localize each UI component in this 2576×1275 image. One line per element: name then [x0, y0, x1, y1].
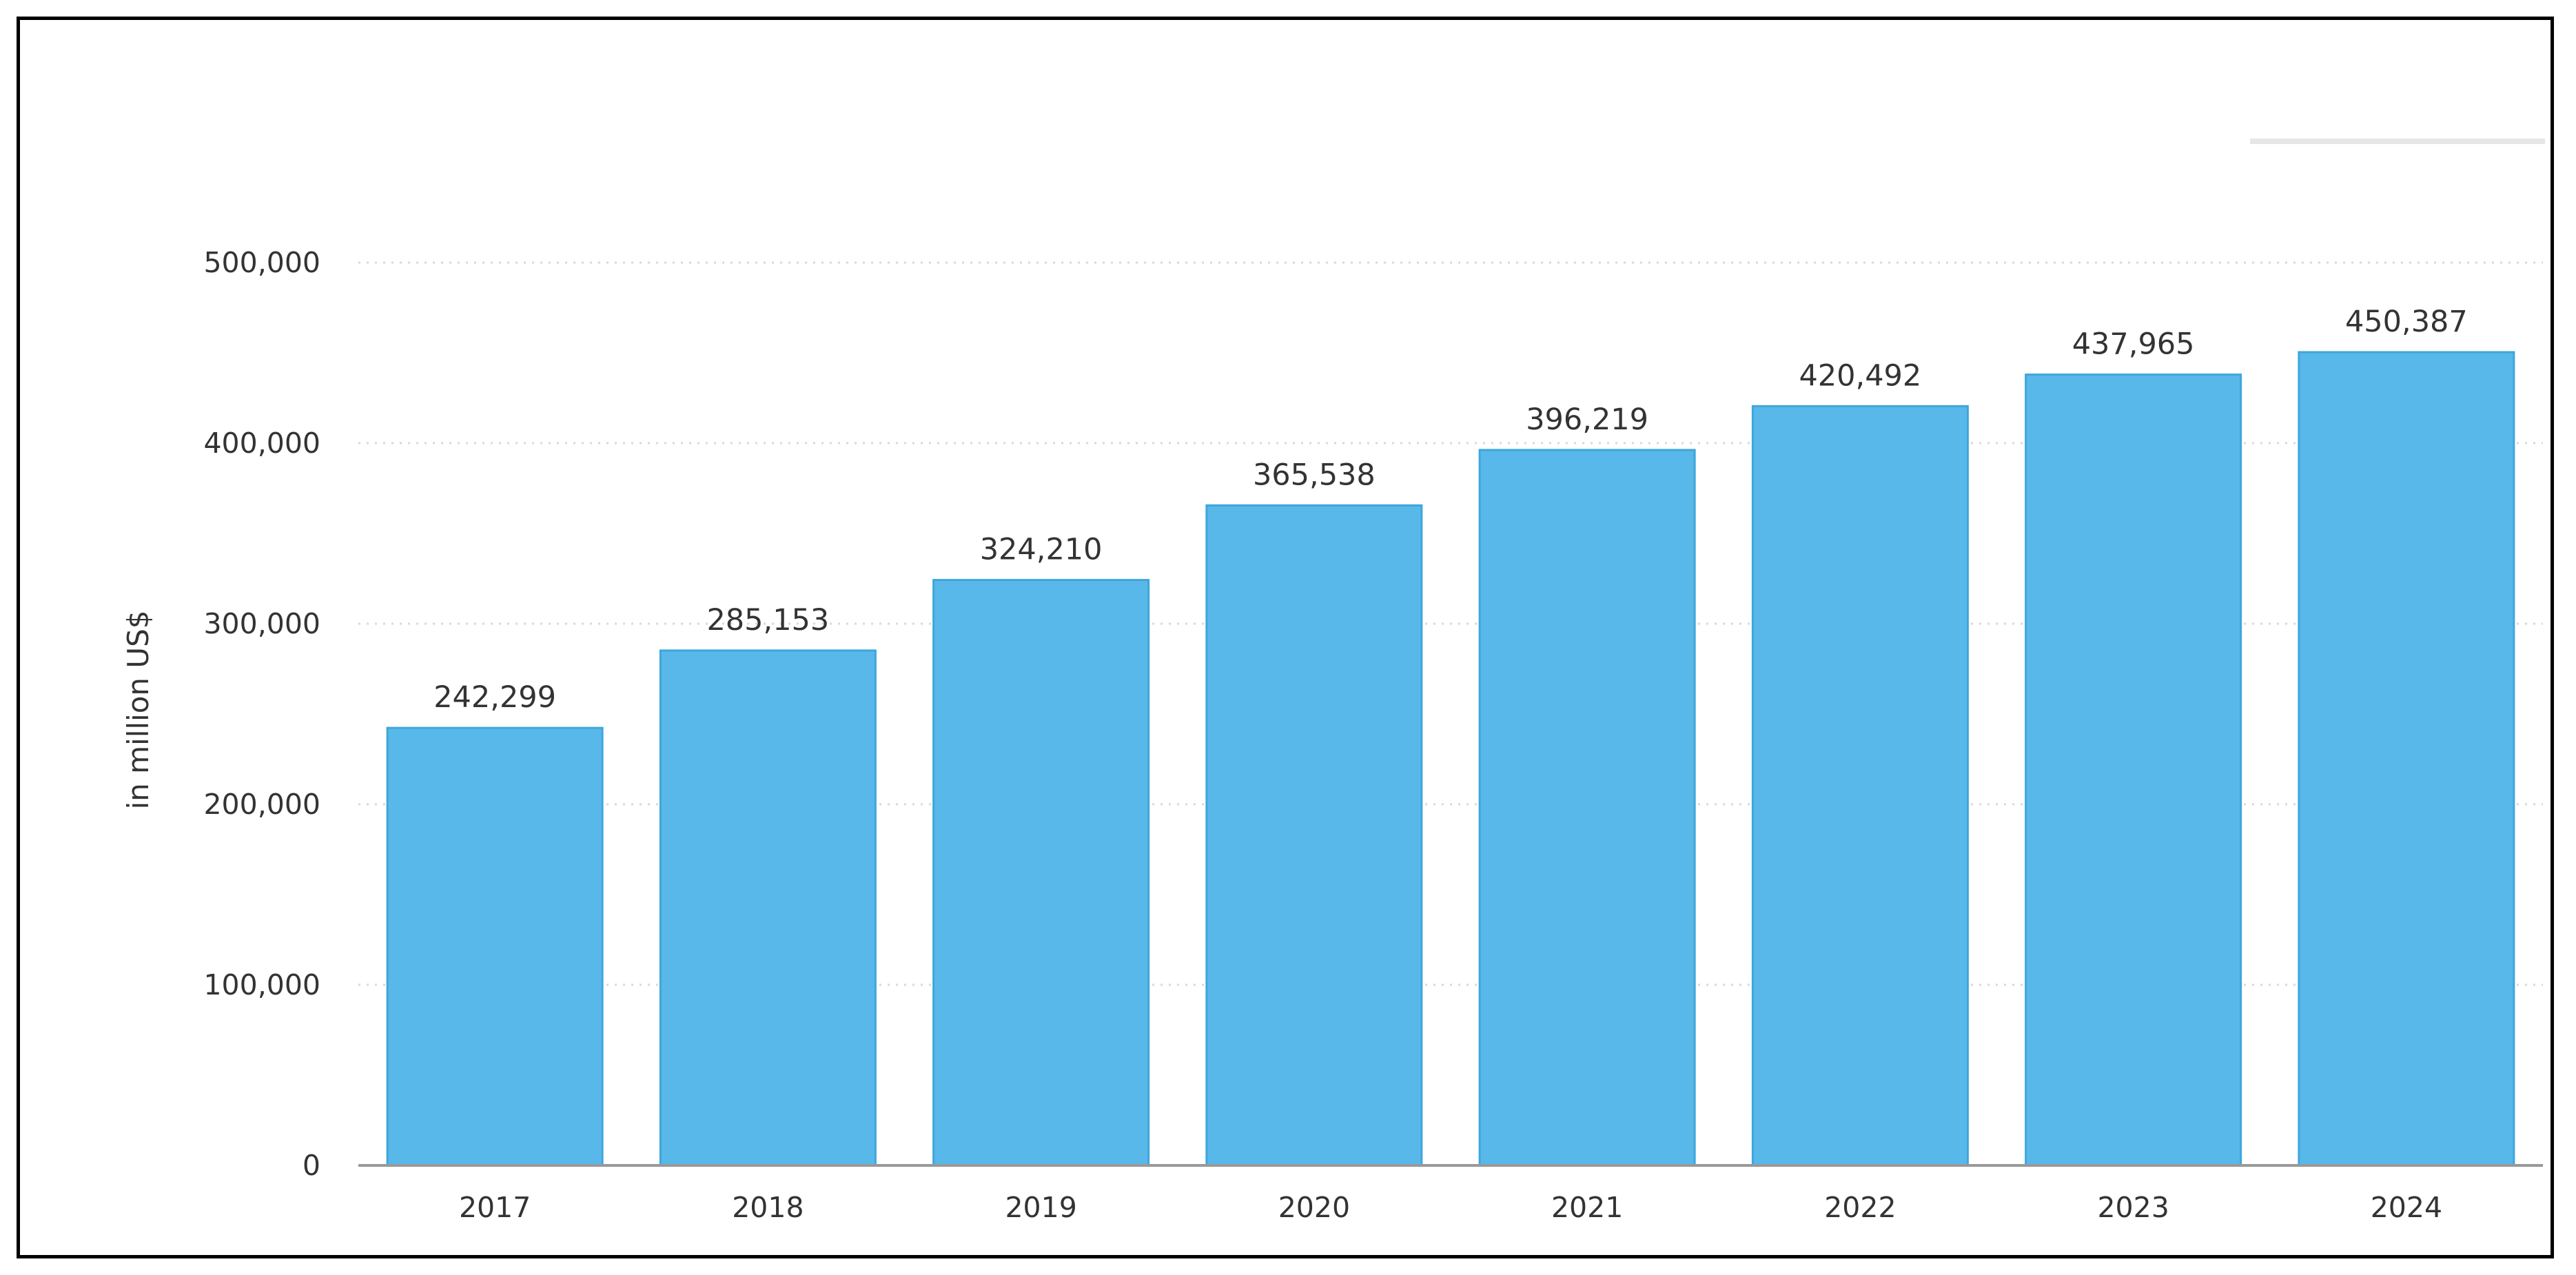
x-axis-tick-labels: 2017 2018 2019 2020 2021 2022 2023 2024	[459, 1191, 2442, 1224]
bar-2018	[659, 649, 877, 1167]
y-tick-label: 100,000	[203, 968, 320, 1001]
y-axis-title: in million US$	[121, 610, 155, 809]
bar-2020	[1205, 504, 1423, 1167]
data-label-2017: 242,299	[433, 680, 556, 715]
bar-2024	[2298, 351, 2515, 1167]
data-label-2023: 437,965	[2072, 327, 2195, 362]
x-tick-label-2018: 2018	[732, 1191, 804, 1224]
x-tick-label-2020: 2020	[1278, 1191, 1350, 1224]
data-label-2022: 420,492	[1799, 358, 1921, 393]
data-label-2020: 365,538	[1253, 458, 1376, 492]
y-tick-label: 0	[303, 1149, 320, 1182]
bars: 242,299 285,153 324,210 365,538 396,219 420,4…	[386, 305, 2515, 1167]
x-tick-label-2017: 2017	[459, 1191, 531, 1224]
x-tick-label-2021: 2021	[1551, 1191, 1623, 1224]
data-label-2018: 285,153	[706, 603, 829, 638]
data-label-2021: 396,219	[1526, 402, 1648, 437]
y-axis-tick-labels: 0 100,000 200,000 300,000 400,000 500,000	[203, 246, 320, 1182]
bar-2017	[386, 726, 604, 1167]
bar-2019	[932, 579, 1150, 1167]
data-label-2019: 324,210	[980, 533, 1103, 567]
bar-2022	[1751, 405, 1969, 1167]
y-tick-label: 500,000	[203, 246, 320, 279]
bar-2023	[2025, 374, 2242, 1167]
y-tick-label: 200,000	[203, 788, 320, 821]
x-tick-label-2022: 2022	[1824, 1191, 1896, 1224]
data-label-2024: 450,387	[2345, 305, 2468, 339]
x-tick-label-2024: 2024	[2371, 1191, 2442, 1224]
bar-2021	[1478, 449, 1696, 1167]
y-tick-label: 300,000	[203, 607, 320, 640]
x-tick-label-2023: 2023	[2097, 1191, 2169, 1224]
y-tick-label: 400,000	[203, 427, 320, 460]
x-tick-label-2019: 2019	[1005, 1191, 1076, 1224]
